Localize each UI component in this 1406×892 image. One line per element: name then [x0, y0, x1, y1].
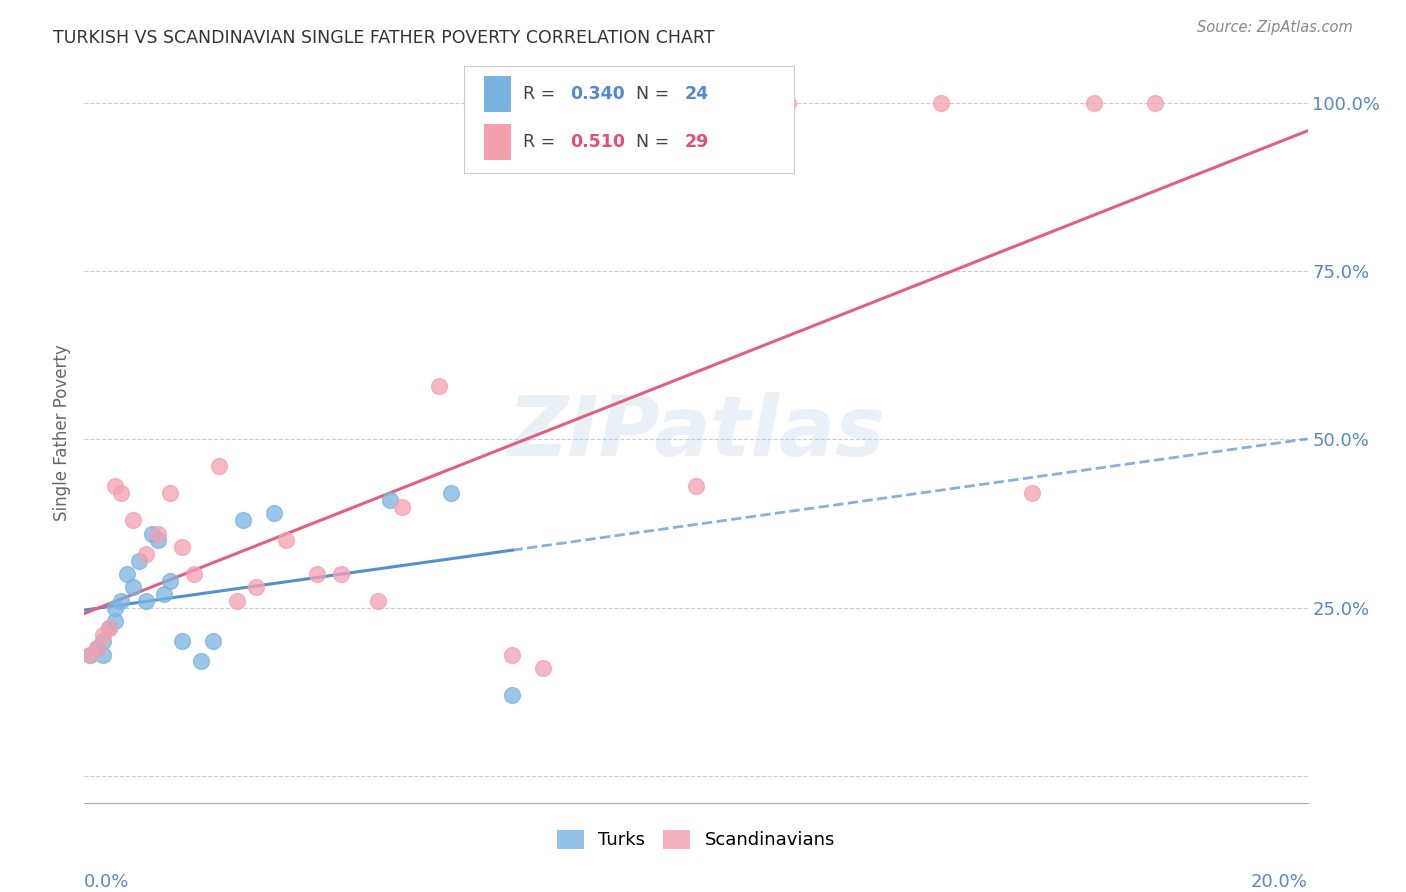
- Point: [122, 513, 145, 527]
- Text: N =: N =: [636, 85, 675, 103]
- Point: [263, 507, 285, 521]
- Point: [245, 581, 267, 595]
- Point: [110, 486, 132, 500]
- Legend: Turks, Scandinavians: Turks, Scandinavians: [550, 823, 842, 856]
- Point: [97, 621, 120, 635]
- Point: [1021, 486, 1043, 500]
- Point: [232, 513, 254, 527]
- Point: [91, 634, 114, 648]
- Point: [79, 648, 101, 662]
- Point: [201, 634, 224, 648]
- Y-axis label: Single Father Poverty: Single Father Poverty: [53, 344, 72, 521]
- FancyBboxPatch shape: [464, 66, 794, 173]
- Point: [146, 533, 169, 548]
- Point: [330, 566, 353, 581]
- Text: N =: N =: [636, 133, 675, 151]
- Text: ZIPatlas: ZIPatlas: [508, 392, 884, 473]
- Point: [685, 479, 707, 493]
- Point: [172, 540, 194, 554]
- Point: [183, 566, 205, 581]
- Point: [391, 500, 413, 514]
- Text: Source: ZipAtlas.com: Source: ZipAtlas.com: [1197, 20, 1353, 35]
- Point: [91, 627, 114, 641]
- Point: [502, 648, 524, 662]
- Text: R =: R =: [523, 133, 561, 151]
- Point: [86, 640, 108, 655]
- Bar: [484, 124, 512, 160]
- Text: 0.0%: 0.0%: [84, 873, 129, 891]
- Text: 20.0%: 20.0%: [1251, 873, 1308, 891]
- Text: 0.340: 0.340: [569, 85, 624, 103]
- Point: [135, 594, 157, 608]
- Point: [367, 594, 389, 608]
- Text: 29: 29: [685, 133, 709, 151]
- Point: [305, 566, 328, 581]
- Text: 0.510: 0.510: [569, 133, 626, 151]
- Text: 24: 24: [685, 85, 709, 103]
- Point: [86, 640, 108, 655]
- Point: [79, 648, 101, 662]
- Point: [208, 459, 231, 474]
- Text: TURKISH VS SCANDINAVIAN SINGLE FATHER POVERTY CORRELATION CHART: TURKISH VS SCANDINAVIAN SINGLE FATHER PO…: [53, 29, 714, 46]
- Point: [141, 526, 163, 541]
- Point: [104, 479, 127, 493]
- Point: [929, 95, 952, 110]
- Point: [159, 574, 181, 588]
- Point: [502, 688, 524, 702]
- Point: [115, 566, 138, 581]
- Point: [190, 655, 212, 669]
- Point: [440, 486, 463, 500]
- Point: [110, 594, 132, 608]
- Point: [226, 594, 249, 608]
- Point: [122, 581, 145, 595]
- Point: [104, 614, 127, 628]
- Point: [128, 553, 150, 567]
- Point: [153, 587, 176, 601]
- Point: [104, 600, 127, 615]
- Point: [146, 526, 169, 541]
- Point: [1083, 95, 1105, 110]
- Bar: [484, 77, 512, 112]
- Point: [380, 492, 402, 507]
- Point: [97, 621, 120, 635]
- Point: [91, 648, 114, 662]
- Text: R =: R =: [523, 85, 561, 103]
- Point: [531, 661, 554, 675]
- Point: [135, 547, 157, 561]
- Point: [159, 486, 181, 500]
- Point: [1143, 95, 1166, 110]
- Point: [776, 95, 799, 110]
- Point: [172, 634, 194, 648]
- Point: [427, 378, 450, 392]
- Point: [276, 533, 298, 548]
